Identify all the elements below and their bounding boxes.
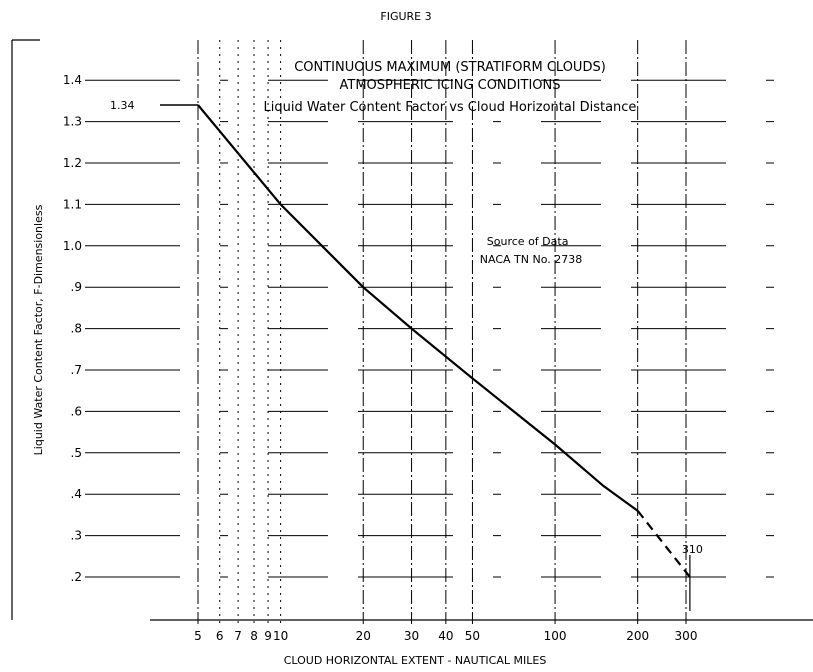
series-line-solid [197, 104, 639, 512]
y-tick-label: 1.0 [63, 239, 82, 253]
x-tick-label: 9 [264, 629, 272, 643]
annotations: 1.34 310 Source of Data NACA TN No. 2738 [110, 99, 703, 611]
y-tick-label: .5 [71, 446, 82, 460]
annotation-label: NACA TN No. 2738 [480, 253, 582, 266]
annotation-label: Source of Data [487, 235, 569, 248]
chart-title: CONTINUOUS MAXIMUM (STRATIFORM CLOUDS) [294, 60, 606, 75]
grid-lines [85, 40, 813, 624]
x-tick-label: 20 [356, 629, 371, 643]
x-tick-label: 100 [544, 629, 567, 643]
y-tick-label: .9 [71, 280, 82, 294]
x-tick-label: 8 [250, 629, 258, 643]
y-tick-label: 1.3 [63, 115, 82, 129]
chart-caption: Liquid Water Content Factor vs Cloud Hor… [264, 100, 637, 115]
x-tick-label: 300 [675, 629, 698, 643]
figure-label: FIGURE 3 [380, 10, 431, 23]
y-tick-label: .2 [71, 570, 82, 584]
x-tick-label: 10 [273, 629, 288, 643]
annotation-label: 1.34 [110, 99, 135, 112]
y-tick-label: .7 [71, 363, 82, 377]
x-tick-label: 5 [194, 629, 202, 643]
y-tick-label: .8 [71, 322, 82, 336]
x-tick-label: 40 [438, 629, 453, 643]
chart-border [11, 39, 813, 621]
x-tick-label: 30 [404, 629, 419, 643]
series-lines [197, 104, 691, 578]
x-axis-label: CLOUD HORIZONTAL EXTENT - NAUTICAL MILES [284, 654, 547, 667]
x-tick-label: 7 [234, 629, 242, 643]
y-tick-label: 1.4 [63, 73, 82, 87]
y-tick-label: .4 [71, 487, 82, 501]
y-tick-label: 1.2 [63, 156, 82, 170]
y-tick-label: .3 [71, 529, 82, 543]
tick-labels: 5 6 7 8 9 10 20 30 40 50 100 200 300 .2 .3 .4 .5 .6 .7 .8 .9… [63, 73, 698, 643]
y-axis-label: Liquid Water Content Factor, F-Dimension… [32, 204, 45, 455]
annotation-label: 310 [682, 543, 703, 556]
x-tick-label: 50 [465, 629, 480, 643]
y-tick-label: .6 [71, 404, 82, 418]
x-tick-label: 200 [626, 629, 649, 643]
y-tick-label: 1.1 [63, 197, 82, 211]
x-tick-label: 6 [216, 629, 224, 643]
chart-subtitle: ATMOSPHERIC ICING CONDITIONS [340, 78, 561, 93]
